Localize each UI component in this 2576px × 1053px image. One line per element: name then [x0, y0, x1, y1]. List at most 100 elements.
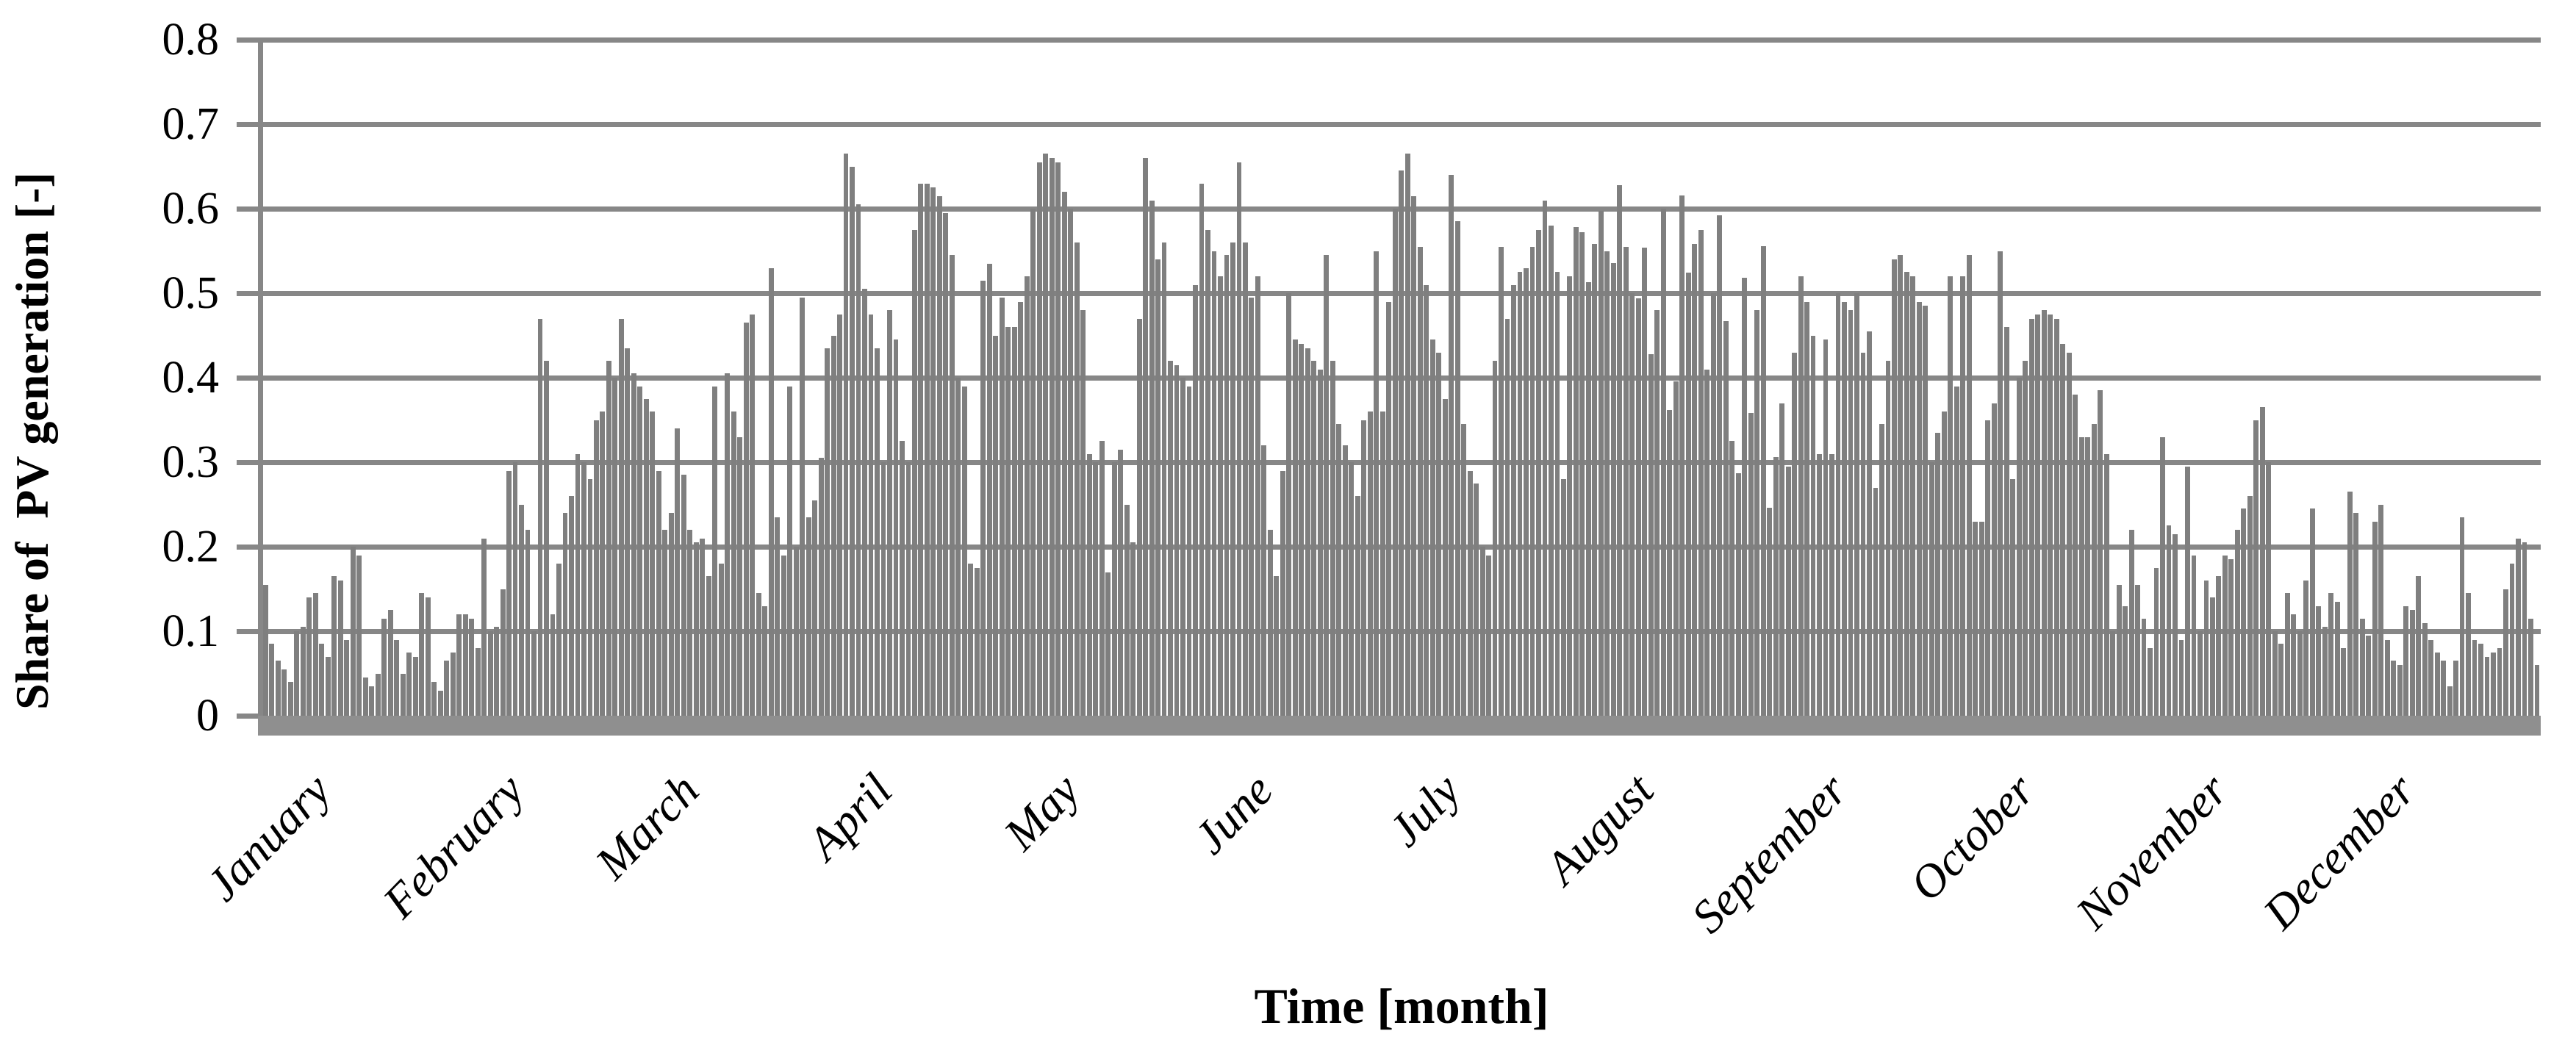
bar-april-24 — [968, 564, 974, 716]
bar-june-4 — [1224, 255, 1230, 716]
bar-april-21 — [949, 255, 955, 716]
bar-september-8 — [1823, 339, 1829, 716]
bar-june-5 — [1230, 242, 1235, 716]
bar-june-28 — [1374, 251, 1380, 716]
bar-september-26 — [1935, 432, 1941, 716]
bar-august-21 — [1710, 293, 1716, 716]
bar-june-9 — [1255, 276, 1260, 716]
bar-april-6 — [855, 204, 861, 716]
bar-november-13 — [2234, 530, 2240, 716]
bar-january-12 — [331, 576, 337, 716]
bar-september-2 — [1785, 466, 1791, 716]
bar-november-30 — [2341, 648, 2347, 716]
bar-may-10 — [1068, 209, 1074, 716]
bar-november-1 — [2160, 436, 2165, 716]
bar-january-2 — [269, 644, 275, 716]
bar-may-28 — [1180, 378, 1185, 716]
bar-august-14 — [1667, 409, 1673, 716]
bar-november-9 — [2210, 597, 2215, 716]
bar-october-18 — [2073, 395, 2078, 716]
bar-april-3 — [837, 314, 842, 716]
bar-march-30 — [812, 500, 818, 716]
bar-november-2 — [2166, 525, 2172, 716]
y-axis-line — [258, 40, 263, 736]
bar-march-5 — [656, 470, 661, 716]
bar-july-23 — [1529, 246, 1535, 716]
bar-december-15 — [2434, 652, 2440, 716]
bar-october-21 — [2091, 424, 2097, 716]
bar-november-23 — [2297, 631, 2303, 716]
bar-september-23 — [1916, 301, 1922, 716]
bar-september-7 — [1817, 453, 1822, 716]
bar-october-14 — [2048, 314, 2053, 716]
bar-may-19 — [1124, 504, 1130, 716]
bar-december-2 — [2353, 513, 2359, 716]
bar-october-19 — [2078, 436, 2084, 716]
bar-august-29 — [1760, 245, 1766, 716]
bar-october-16 — [2060, 344, 2066, 716]
bar-july-11 — [1454, 221, 1460, 716]
bar-september-6 — [1810, 335, 1816, 716]
bar-april-8 — [868, 314, 874, 716]
bar-september-3 — [1792, 352, 1798, 716]
bar-march-14 — [712, 386, 718, 716]
bar-january-29 — [437, 690, 443, 716]
bar-january-8 — [306, 597, 312, 716]
bar-may-13 — [1086, 453, 1092, 716]
bar-october-20 — [2085, 436, 2091, 716]
bar-june-11 — [1267, 530, 1273, 716]
bar-august-7 — [1623, 246, 1629, 716]
bar-august-9 — [1635, 298, 1641, 716]
bar-may-2 — [1018, 301, 1024, 716]
bar-august-17 — [1685, 273, 1691, 716]
bar-march-27 — [793, 547, 799, 716]
gridline-0.8 — [258, 37, 2541, 43]
bar-april-4 — [843, 154, 849, 716]
bar-march-6 — [662, 530, 668, 716]
bar-september-10 — [1835, 293, 1841, 716]
bar-june-17 — [1305, 348, 1310, 716]
bar-february-28 — [625, 348, 631, 716]
bar-july-30 — [1573, 227, 1579, 716]
bar-november-4 — [2178, 639, 2184, 716]
bar-january-30 — [444, 661, 450, 716]
bar-february-20 — [575, 453, 581, 716]
bar-december-18 — [2453, 661, 2458, 716]
bar-march-4 — [650, 412, 656, 716]
bar-february-25 — [606, 361, 611, 716]
bar-january-17 — [362, 678, 368, 716]
bar-may-23 — [1149, 200, 1155, 716]
bar-november-27 — [2322, 627, 2328, 716]
bar-november-14 — [2241, 508, 2247, 716]
bar-october-27 — [2128, 530, 2134, 716]
x-label-november: November — [2065, 763, 2238, 939]
bar-may-3 — [1024, 276, 1030, 716]
bar-february-10 — [512, 462, 518, 716]
bar-september-20 — [1898, 255, 1904, 716]
bar-may-11 — [1074, 242, 1080, 716]
bar-december-7 — [2384, 639, 2390, 716]
bar-july-3 — [1404, 154, 1410, 716]
bar-march-12 — [700, 538, 706, 716]
bar-july-6 — [1424, 284, 1429, 716]
bar-july-5 — [1417, 246, 1423, 716]
bar-august-25 — [1735, 472, 1741, 716]
bar-may-8 — [1055, 162, 1061, 716]
bar-march-24 — [775, 517, 781, 716]
bar-july-31 — [1579, 232, 1585, 716]
bar-march-16 — [725, 373, 731, 716]
bar-april-5 — [850, 166, 855, 716]
bar-march-8 — [675, 428, 681, 716]
bar-january-24 — [406, 652, 412, 716]
bar-february-15 — [544, 361, 549, 716]
bar-october-23 — [2103, 453, 2109, 716]
bar-january-31 — [450, 652, 456, 716]
bar-may-29 — [1186, 386, 1192, 716]
gridline-0.7 — [258, 121, 2541, 127]
bar-june-12 — [1274, 576, 1280, 716]
bar-december-22 — [2478, 644, 2483, 716]
bar-march-21 — [756, 593, 761, 716]
bar-june-3 — [1218, 276, 1223, 716]
bar-november-19 — [2272, 631, 2278, 716]
